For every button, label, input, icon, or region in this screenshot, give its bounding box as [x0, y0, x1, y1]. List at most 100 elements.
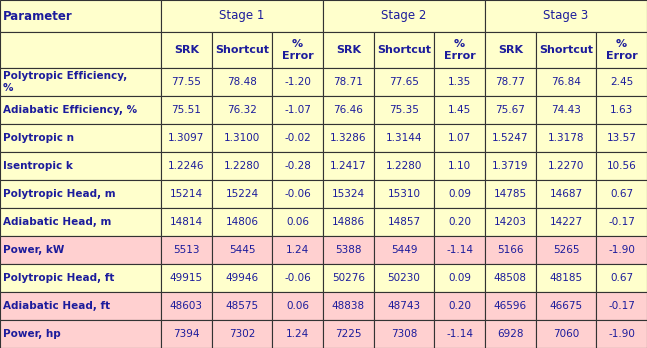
- Bar: [323, 96, 374, 124]
- Bar: [536, 320, 597, 348]
- Text: Parameter: Parameter: [3, 9, 72, 23]
- Bar: [0, 208, 161, 236]
- Text: 2.45: 2.45: [610, 77, 633, 87]
- Bar: [597, 32, 647, 68]
- Bar: [272, 208, 323, 236]
- Text: Shortcut: Shortcut: [539, 45, 593, 55]
- Bar: [485, 180, 536, 208]
- Bar: [323, 292, 374, 320]
- Bar: [597, 68, 647, 96]
- Text: 14806: 14806: [226, 217, 259, 227]
- Text: Stage 3: Stage 3: [543, 9, 589, 23]
- Text: Polytropic n: Polytropic n: [3, 133, 74, 143]
- Text: 5449: 5449: [391, 245, 417, 255]
- Text: 0.06: 0.06: [286, 301, 309, 311]
- Bar: [374, 180, 434, 208]
- Bar: [212, 236, 272, 264]
- Text: 1.24: 1.24: [286, 329, 309, 339]
- Text: 15214: 15214: [170, 189, 203, 199]
- Text: 1.2280: 1.2280: [224, 161, 260, 171]
- Text: SRK: SRK: [336, 45, 361, 55]
- Bar: [597, 320, 647, 348]
- Text: 14785: 14785: [494, 189, 527, 199]
- Bar: [485, 32, 536, 68]
- Bar: [323, 32, 374, 68]
- Bar: [536, 180, 597, 208]
- Text: -0.17: -0.17: [608, 301, 635, 311]
- Bar: [374, 264, 434, 292]
- Bar: [374, 152, 434, 180]
- Bar: [272, 264, 323, 292]
- Bar: [212, 180, 272, 208]
- Bar: [272, 236, 323, 264]
- Text: Polytropic Efficiency,
%: Polytropic Efficiency, %: [3, 71, 127, 93]
- Bar: [212, 124, 272, 152]
- Text: 14203: 14203: [494, 217, 527, 227]
- Text: 48508: 48508: [494, 273, 527, 283]
- Text: %
Error: % Error: [606, 39, 637, 61]
- Bar: [161, 96, 212, 124]
- Bar: [374, 320, 434, 348]
- Text: 5513: 5513: [173, 245, 200, 255]
- Bar: [434, 236, 485, 264]
- Text: 7225: 7225: [335, 329, 362, 339]
- Bar: [0, 236, 161, 264]
- Bar: [536, 96, 597, 124]
- Bar: [485, 68, 536, 96]
- Bar: [597, 152, 647, 180]
- Bar: [272, 32, 323, 68]
- Bar: [161, 0, 323, 32]
- Text: -0.28: -0.28: [284, 161, 311, 171]
- Text: 14227: 14227: [549, 217, 582, 227]
- Text: 75.67: 75.67: [496, 105, 525, 115]
- Bar: [597, 292, 647, 320]
- Text: 1.2246: 1.2246: [168, 161, 204, 171]
- Bar: [434, 320, 485, 348]
- Bar: [434, 264, 485, 292]
- Text: Power, hp: Power, hp: [3, 329, 61, 339]
- Text: 6928: 6928: [497, 329, 523, 339]
- Text: 77.65: 77.65: [389, 77, 419, 87]
- Bar: [374, 32, 434, 68]
- Bar: [161, 320, 212, 348]
- Bar: [161, 68, 212, 96]
- Bar: [323, 208, 374, 236]
- Bar: [272, 96, 323, 124]
- Bar: [0, 0, 161, 32]
- Bar: [272, 320, 323, 348]
- Bar: [536, 208, 597, 236]
- Text: -1.07: -1.07: [284, 105, 311, 115]
- Bar: [161, 292, 212, 320]
- Text: 76.46: 76.46: [333, 105, 364, 115]
- Text: SRK: SRK: [174, 45, 199, 55]
- Bar: [597, 236, 647, 264]
- Bar: [0, 96, 161, 124]
- Bar: [212, 32, 272, 68]
- Text: Isentropic k: Isentropic k: [3, 161, 73, 171]
- Bar: [272, 152, 323, 180]
- Text: 0.09: 0.09: [448, 189, 471, 199]
- Text: 50230: 50230: [388, 273, 421, 283]
- Text: 1.2270: 1.2270: [548, 161, 584, 171]
- Bar: [323, 124, 374, 152]
- Bar: [161, 180, 212, 208]
- Bar: [161, 208, 212, 236]
- Bar: [161, 264, 212, 292]
- Bar: [434, 180, 485, 208]
- Text: 1.3144: 1.3144: [386, 133, 422, 143]
- Text: 0.20: 0.20: [448, 217, 471, 227]
- Text: 46675: 46675: [549, 301, 582, 311]
- Text: 13.57: 13.57: [607, 133, 637, 143]
- Bar: [272, 180, 323, 208]
- Text: 1.3100: 1.3100: [224, 133, 260, 143]
- Text: 48743: 48743: [388, 301, 421, 311]
- Text: %
Error: % Error: [444, 39, 476, 61]
- Text: Adiabatic Head, m: Adiabatic Head, m: [3, 217, 111, 227]
- Text: -1.14: -1.14: [446, 245, 473, 255]
- Bar: [374, 124, 434, 152]
- Bar: [323, 68, 374, 96]
- Text: 0.06: 0.06: [286, 217, 309, 227]
- Text: 48838: 48838: [332, 301, 365, 311]
- Bar: [597, 96, 647, 124]
- Bar: [485, 264, 536, 292]
